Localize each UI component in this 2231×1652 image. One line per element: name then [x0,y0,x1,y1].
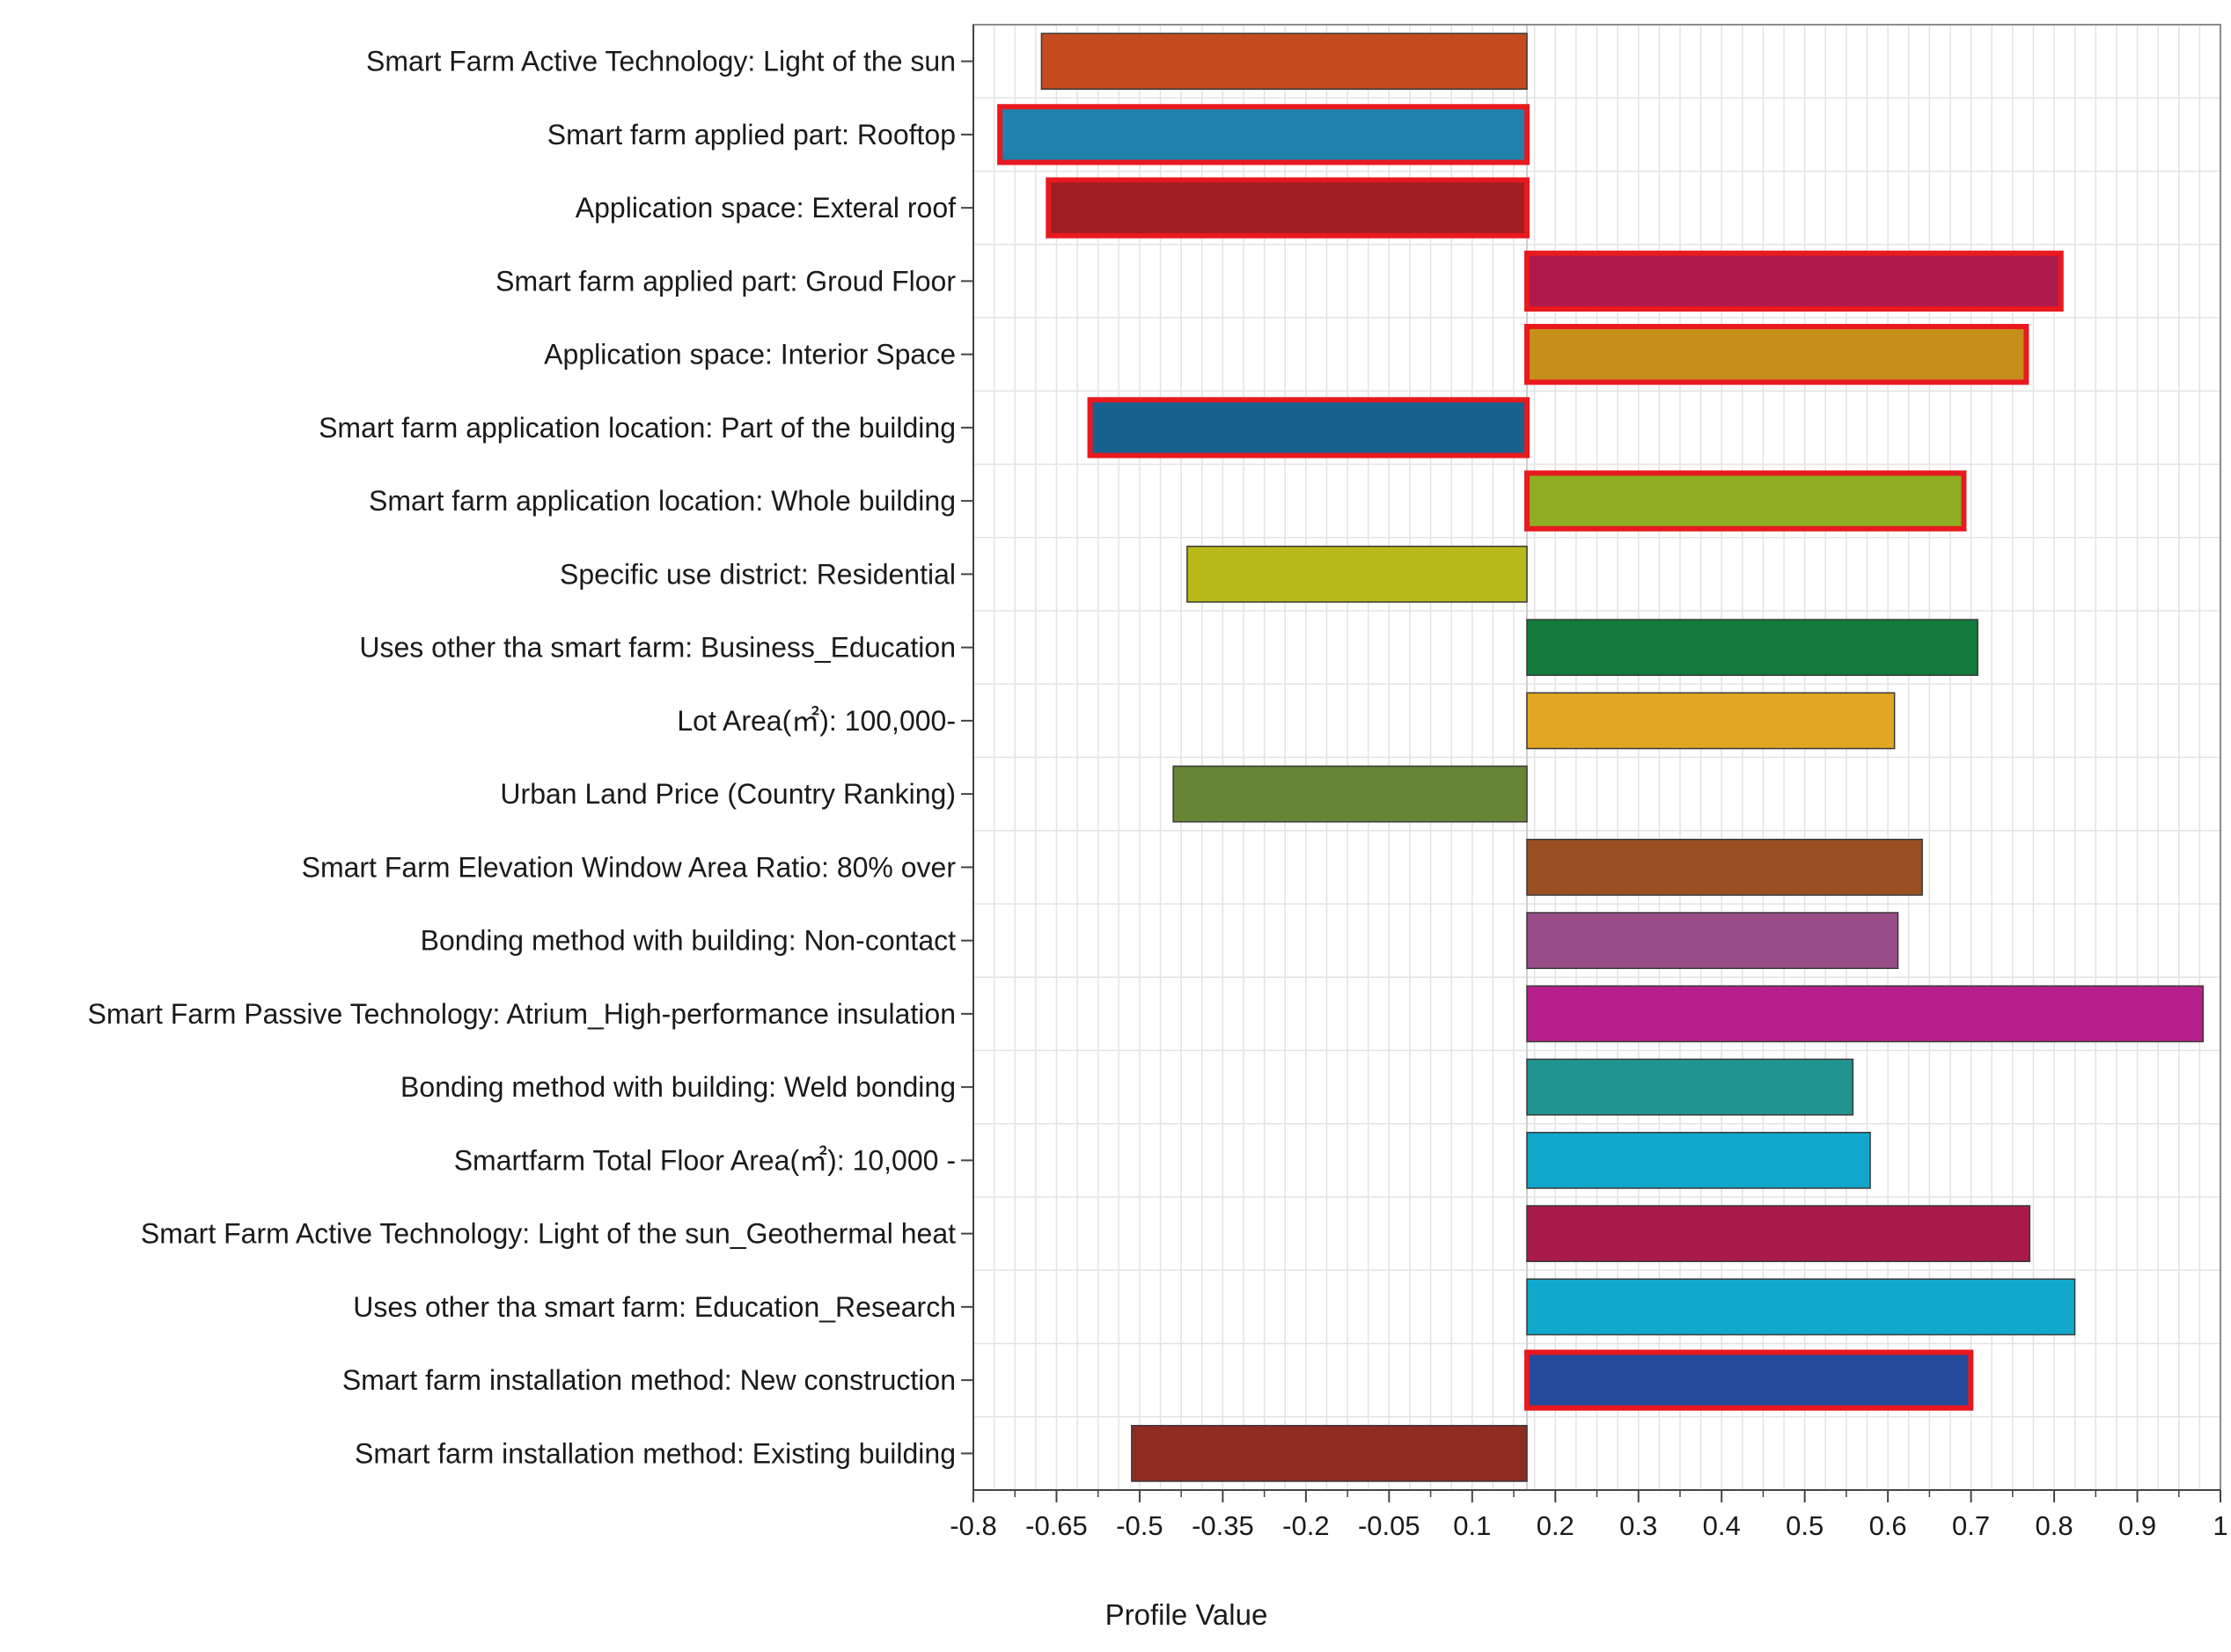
bar-17 [1526,1205,2031,1263]
bar-11 [1172,765,1528,823]
x-tick-label: 0.5 [1786,1510,1824,1541]
category-label: Smart farm installation method: Existing… [355,1437,956,1469]
category-label: Application space: Interior Space [544,339,956,371]
category-label: Application space: Exteral roof [576,192,956,224]
x-tick-label: 0.8 [2036,1510,2073,1541]
category-label: Smart Farm Elevation Window Area Ratio: … [302,851,957,883]
bar-7 [1524,470,1967,532]
bar-2 [997,104,1530,165]
category-label: Smart farm application location: Part of… [319,412,956,444]
category-label: Uses other tha smart farm: Business_Educ… [359,632,956,664]
category-label: Smart Farm Active Technology: Light of t… [141,1218,956,1250]
bar-10 [1526,692,1896,750]
bar-14 [1526,985,2205,1043]
bar-16 [1526,1131,1871,1189]
bar-5 [1524,323,2029,385]
category-label: Lot Area(㎡): 100,000- [677,705,956,737]
bar-15 [1526,1058,1854,1116]
category-label: Specific use district: Residential [560,558,956,590]
category-label: Smart farm applied part: Rooftop [547,119,956,151]
x-tick-label: -0.2 [1282,1510,1329,1541]
category-label: Smartfarm Total Floor Area(㎡): 10,000 - [454,1144,956,1176]
x-tick-label: 1 [2213,1510,2227,1541]
bar-20 [1131,1424,1528,1482]
x-tick-label: 0.4 [1703,1510,1741,1541]
category-labels: Smart Farm Active Technology: Light of t… [88,46,957,1470]
category-label: Smart farm application location: Whole b… [369,485,956,517]
x-tick-label: -0.5 [1116,1510,1163,1541]
bar-19 [1524,1349,1974,1411]
category-label: Smart farm installation method: New cons… [342,1364,956,1396]
x-tick-label: -0.35 [1192,1510,1254,1541]
bar-13 [1526,912,1899,970]
bar-3 [1046,177,1530,239]
bar-9 [1526,619,1978,677]
x-tick-label: -0.65 [1025,1510,1088,1541]
axes [961,24,2221,1502]
x-tick-label: 0.7 [1952,1510,1990,1541]
category-label: Smart Farm Passive Technology: Atrium_Hi… [88,998,957,1030]
category-label: Smart farm applied part: Groud Floor [495,265,956,297]
x-tick-label: -0.05 [1358,1510,1420,1541]
category-label: Smart Farm Active Technology: Light of t… [366,46,956,77]
category-label: Urban Land Price (Country Ranking) [500,778,956,810]
x-tick-label: 0.9 [2118,1510,2156,1541]
x-tick-label: 0.1 [1453,1510,1491,1541]
x-tick-label: 0.3 [1619,1510,1657,1541]
category-label: Bonding method with building: Weld bondi… [400,1071,956,1103]
category-label: Uses other tha smart farm: Education_Res… [353,1291,956,1323]
bar-6 [1087,397,1530,459]
x-axis-title: Profile Value [1105,1598,1268,1631]
grid-lines [972,24,2221,1491]
bar-18 [1526,1278,2076,1336]
x-tick-labels: -0.8 -0.65 -0.5 -0.35 -0.2 -0.05 0.1 0.2 0.3 0.4 0… [950,1510,2227,1541]
category-label: Bonding method with building: Non-contac… [421,925,956,957]
bar-8 [1186,545,1528,603]
bars [997,33,2205,1482]
x-tick-label: 0.2 [1537,1510,1574,1541]
bar-12 [1526,838,1923,896]
bar-1 [1040,33,1528,91]
bar-4 [1524,250,2064,312]
x-tick-label: -0.8 [950,1510,996,1541]
x-tick-label: 0.6 [1869,1510,1907,1541]
